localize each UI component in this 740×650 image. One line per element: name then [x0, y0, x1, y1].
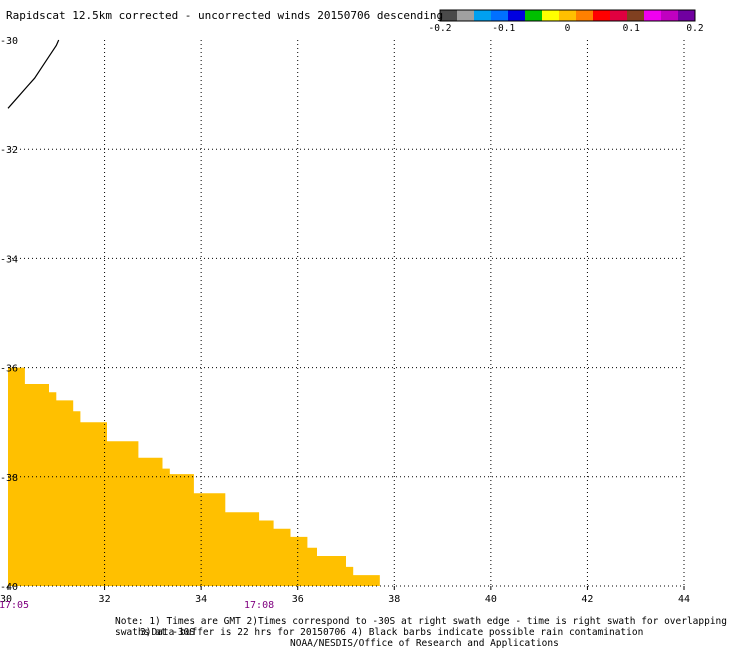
colorbar-tick-label: -0.1 [492, 23, 515, 34]
data-swath [8, 367, 380, 586]
coastline-layer [7, 39, 60, 109]
colorbar-swatch [576, 10, 594, 21]
y-tick-label: -36 [0, 364, 18, 375]
x-tick-label: 36 [292, 594, 304, 605]
colorbar-frame [439, 9, 696, 22]
colorbar-swatch [525, 10, 543, 21]
colorbar-tick-label: 0 [565, 23, 571, 34]
x-tick-label: 44 [678, 594, 690, 605]
y-tick-label: -30 [0, 36, 18, 47]
y-tick-label: -40 [0, 582, 18, 593]
axis-layer: 30 32 34 36 38 40 42 44 -30 -32 -34 -36 -38 -40 17:05 1… [0, 36, 690, 611]
x-tick-label: 30 [0, 594, 12, 605]
colorbar-swatch [559, 10, 577, 21]
colorbar: -0.2 -0.1 0 0.1 0.2 [429, 9, 704, 34]
colorbar-swatch [474, 10, 492, 21]
x-tick-label: 32 [99, 594, 111, 605]
map-title: Rapidscat 12.5km corrected - uncorrected… [6, 9, 444, 22]
y-tick-label: -34 [0, 254, 18, 265]
note-line-2: 3)Data buffer is 22 hrs for 20150706 4) … [140, 627, 644, 638]
colorbar-swatch [440, 10, 458, 21]
colorbar-swatch [457, 10, 475, 21]
colorbar-swatch [610, 10, 628, 21]
time-label: 17:08 [244, 600, 274, 611]
x-tick-label: 34 [195, 594, 207, 605]
time-label: 17:05 [0, 600, 29, 611]
colorbar-tick-label: 0.1 [623, 23, 640, 34]
x-tick-label: 40 [485, 594, 497, 605]
note-line-1: Note: 1) Times are GMT 2)Times correspon… [115, 616, 727, 638]
colorbar-swatch [508, 10, 526, 21]
colorbar-swatch [644, 10, 662, 21]
grid-layer [8, 40, 685, 587]
colorbar-tick-label: -0.2 [429, 23, 452, 34]
colorbar-swatch [491, 10, 509, 21]
swath-layer [8, 367, 380, 586]
y-tick-label: -32 [0, 145, 18, 156]
note-line-3: NOAA/NESDIS/Office of Research and Appli… [290, 638, 559, 649]
x-tick-label: 38 [388, 594, 400, 605]
x-tick-label: 42 [581, 594, 593, 605]
colorbar-swatch [542, 10, 560, 21]
colorbar-swatch [593, 10, 611, 21]
colorbar-tick-label: 0.2 [686, 23, 703, 34]
colorbar-swatch [627, 10, 645, 21]
colorbar-swatch [661, 10, 679, 21]
coastline [7, 39, 60, 109]
colorbar-swatch [678, 10, 696, 21]
y-tick-label: -38 [0, 473, 18, 484]
